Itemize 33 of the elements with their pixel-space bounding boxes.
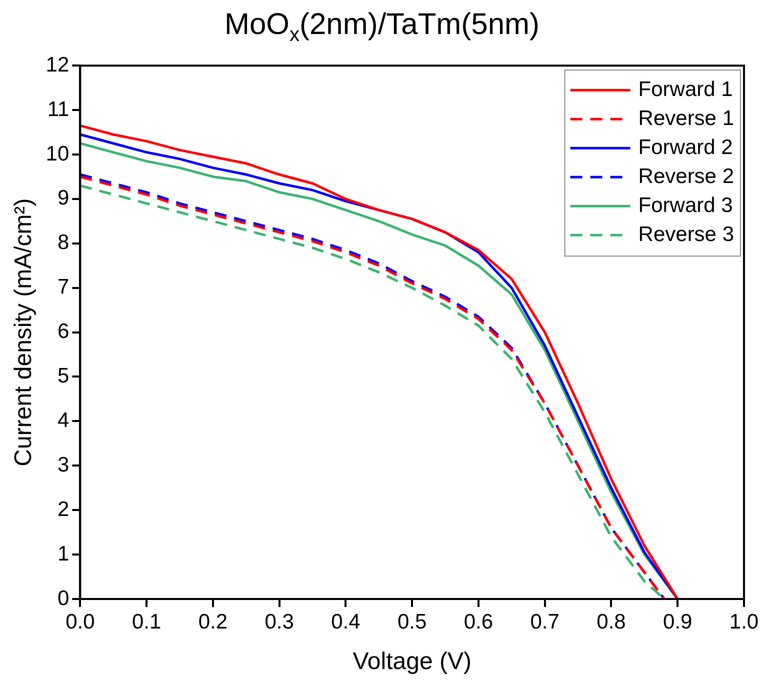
legend-label: Reverse 2 (638, 164, 734, 188)
y-tick-label: 4 (57, 408, 70, 432)
chart-title: MoO$_{x}$(2nm)/TaTm(5nm) (223, 8, 541, 47)
y-tick-label: 9 (57, 186, 70, 210)
x-tick-label: 1.0 (729, 610, 759, 634)
y-tick-label: 3 (57, 453, 70, 476)
y-tick-label: 11 (47, 98, 70, 121)
x-tick-label: 0.5 (397, 610, 427, 634)
y-tick-label: 8 (57, 231, 70, 254)
legend-label: Reverse 3 (638, 222, 734, 246)
y-tick-label: 1 (57, 542, 70, 566)
x-tick-label: 0.9 (663, 610, 692, 634)
y-tick-label: 6 (57, 320, 70, 344)
legend-label: Forward 1 (638, 78, 733, 101)
x-tick-label: 0.0 (66, 610, 95, 634)
legend-label: Forward 3 (638, 194, 733, 217)
legend-label: Forward 2 (638, 136, 733, 159)
x-tick-label: 0.2 (198, 610, 228, 634)
y-tick-label: 7 (57, 276, 70, 299)
x-tick-label: 0.1 (132, 610, 162, 634)
y-tick-label: 5 (57, 364, 70, 388)
y-axis-title: Current density (mA/cm²) (10, 198, 38, 466)
legend-label: Reverse 1 (638, 106, 734, 130)
y-tick-label: 10 (46, 142, 70, 166)
x-tick-label: 0.8 (596, 610, 626, 634)
y-tick-label: 2 (57, 498, 70, 521)
x-axis-title: Voltage (V) (352, 648, 472, 676)
y-tick-label: 12 (46, 53, 70, 76)
x-tick-label: 0.4 (331, 610, 361, 634)
x-tick-label: 0.6 (464, 610, 494, 634)
y-tick-label: 0 (57, 586, 70, 610)
x-tick-label: 0.7 (530, 610, 560, 634)
x-tick-label: 0.3 (264, 610, 294, 634)
